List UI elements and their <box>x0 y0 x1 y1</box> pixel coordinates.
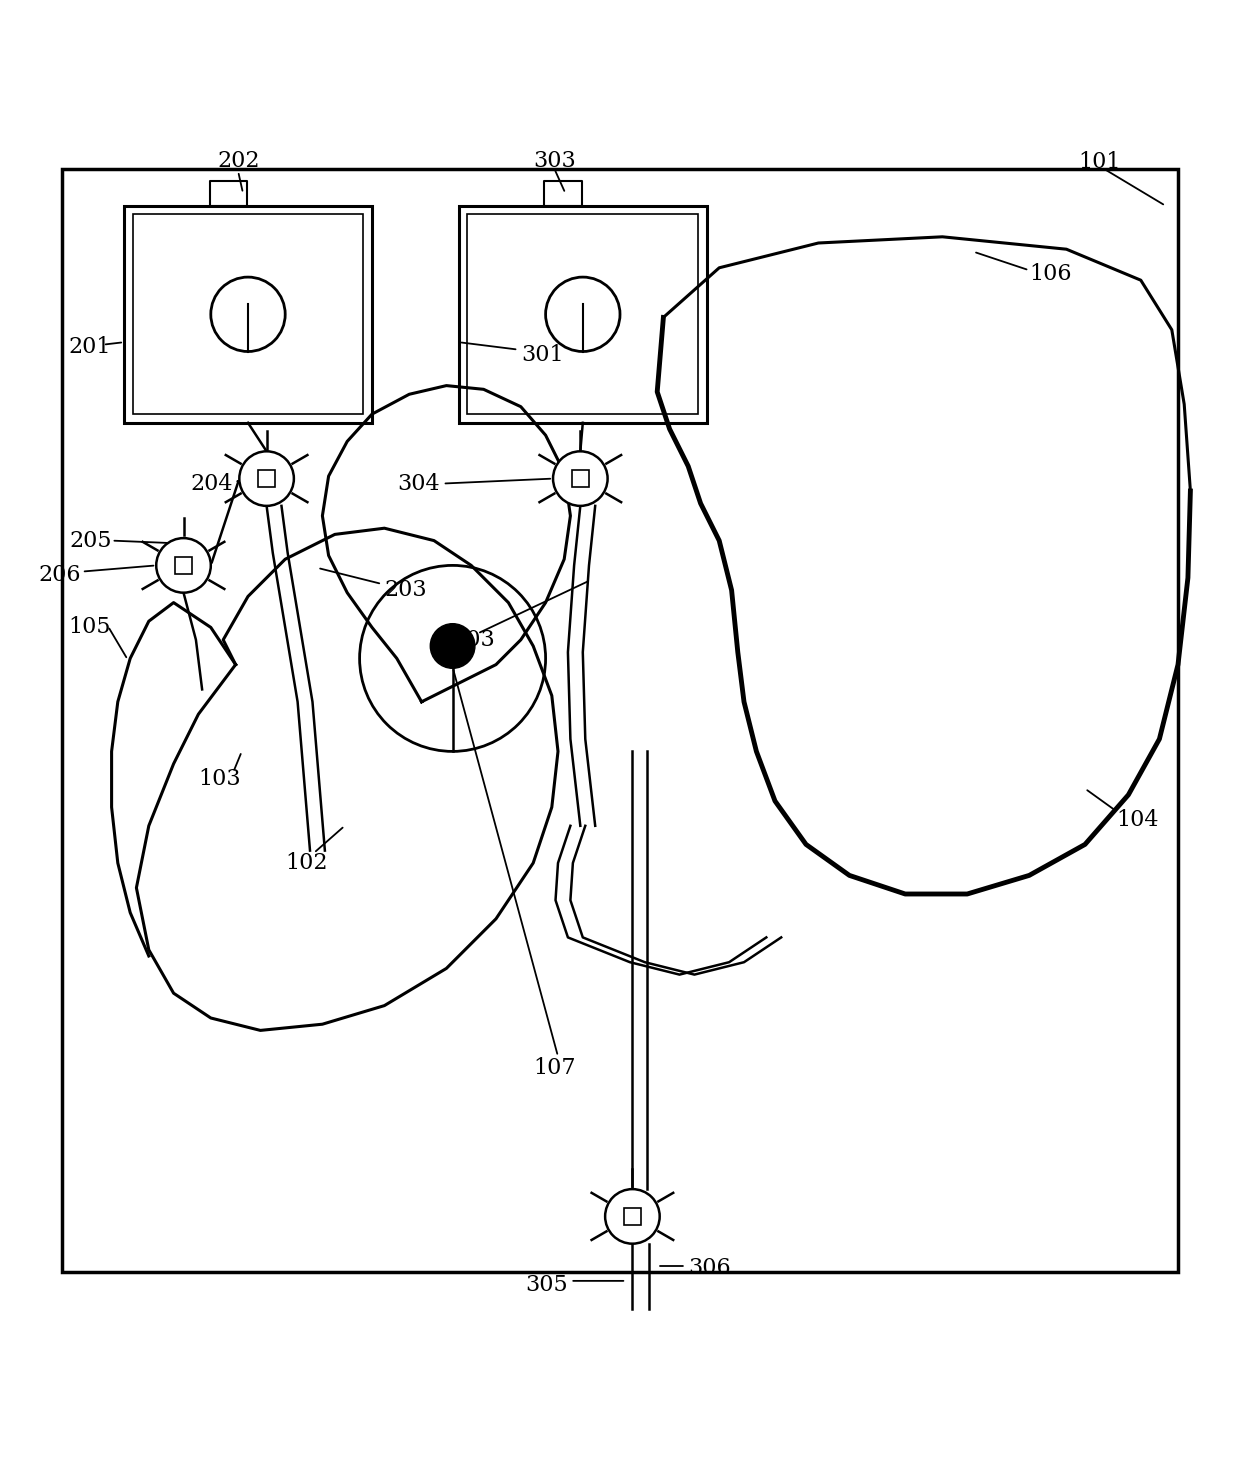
Circle shape <box>553 451 608 505</box>
Text: 303: 303 <box>533 151 575 171</box>
Text: 301: 301 <box>521 343 563 365</box>
Bar <box>175 557 192 573</box>
Bar <box>133 214 363 414</box>
Text: 103: 103 <box>198 767 241 789</box>
Text: 304: 304 <box>398 473 440 495</box>
Circle shape <box>360 566 546 751</box>
Text: 102: 102 <box>285 851 327 873</box>
Text: 105: 105 <box>68 616 110 638</box>
Bar <box>467 214 698 414</box>
Bar <box>258 470 275 488</box>
Text: 206: 206 <box>38 565 81 587</box>
Text: 305: 305 <box>526 1274 568 1296</box>
Bar <box>572 470 589 488</box>
Text: 101: 101 <box>1079 151 1121 173</box>
Text: 202: 202 <box>217 151 259 171</box>
Circle shape <box>239 451 294 505</box>
Text: 104: 104 <box>1116 808 1158 831</box>
Text: 306: 306 <box>688 1258 730 1280</box>
Circle shape <box>156 538 211 593</box>
Text: 203: 203 <box>384 579 427 602</box>
Bar <box>124 205 372 423</box>
Bar <box>459 205 707 423</box>
Text: 303: 303 <box>453 628 495 650</box>
Text: 106: 106 <box>1029 263 1071 285</box>
Circle shape <box>605 1190 660 1243</box>
Text: 107: 107 <box>533 1057 575 1079</box>
Text: 205: 205 <box>69 529 112 551</box>
Circle shape <box>430 624 475 668</box>
Text: 204: 204 <box>191 473 233 495</box>
Text: 201: 201 <box>68 336 110 358</box>
Bar <box>62 168 1178 1273</box>
Bar <box>624 1208 641 1225</box>
